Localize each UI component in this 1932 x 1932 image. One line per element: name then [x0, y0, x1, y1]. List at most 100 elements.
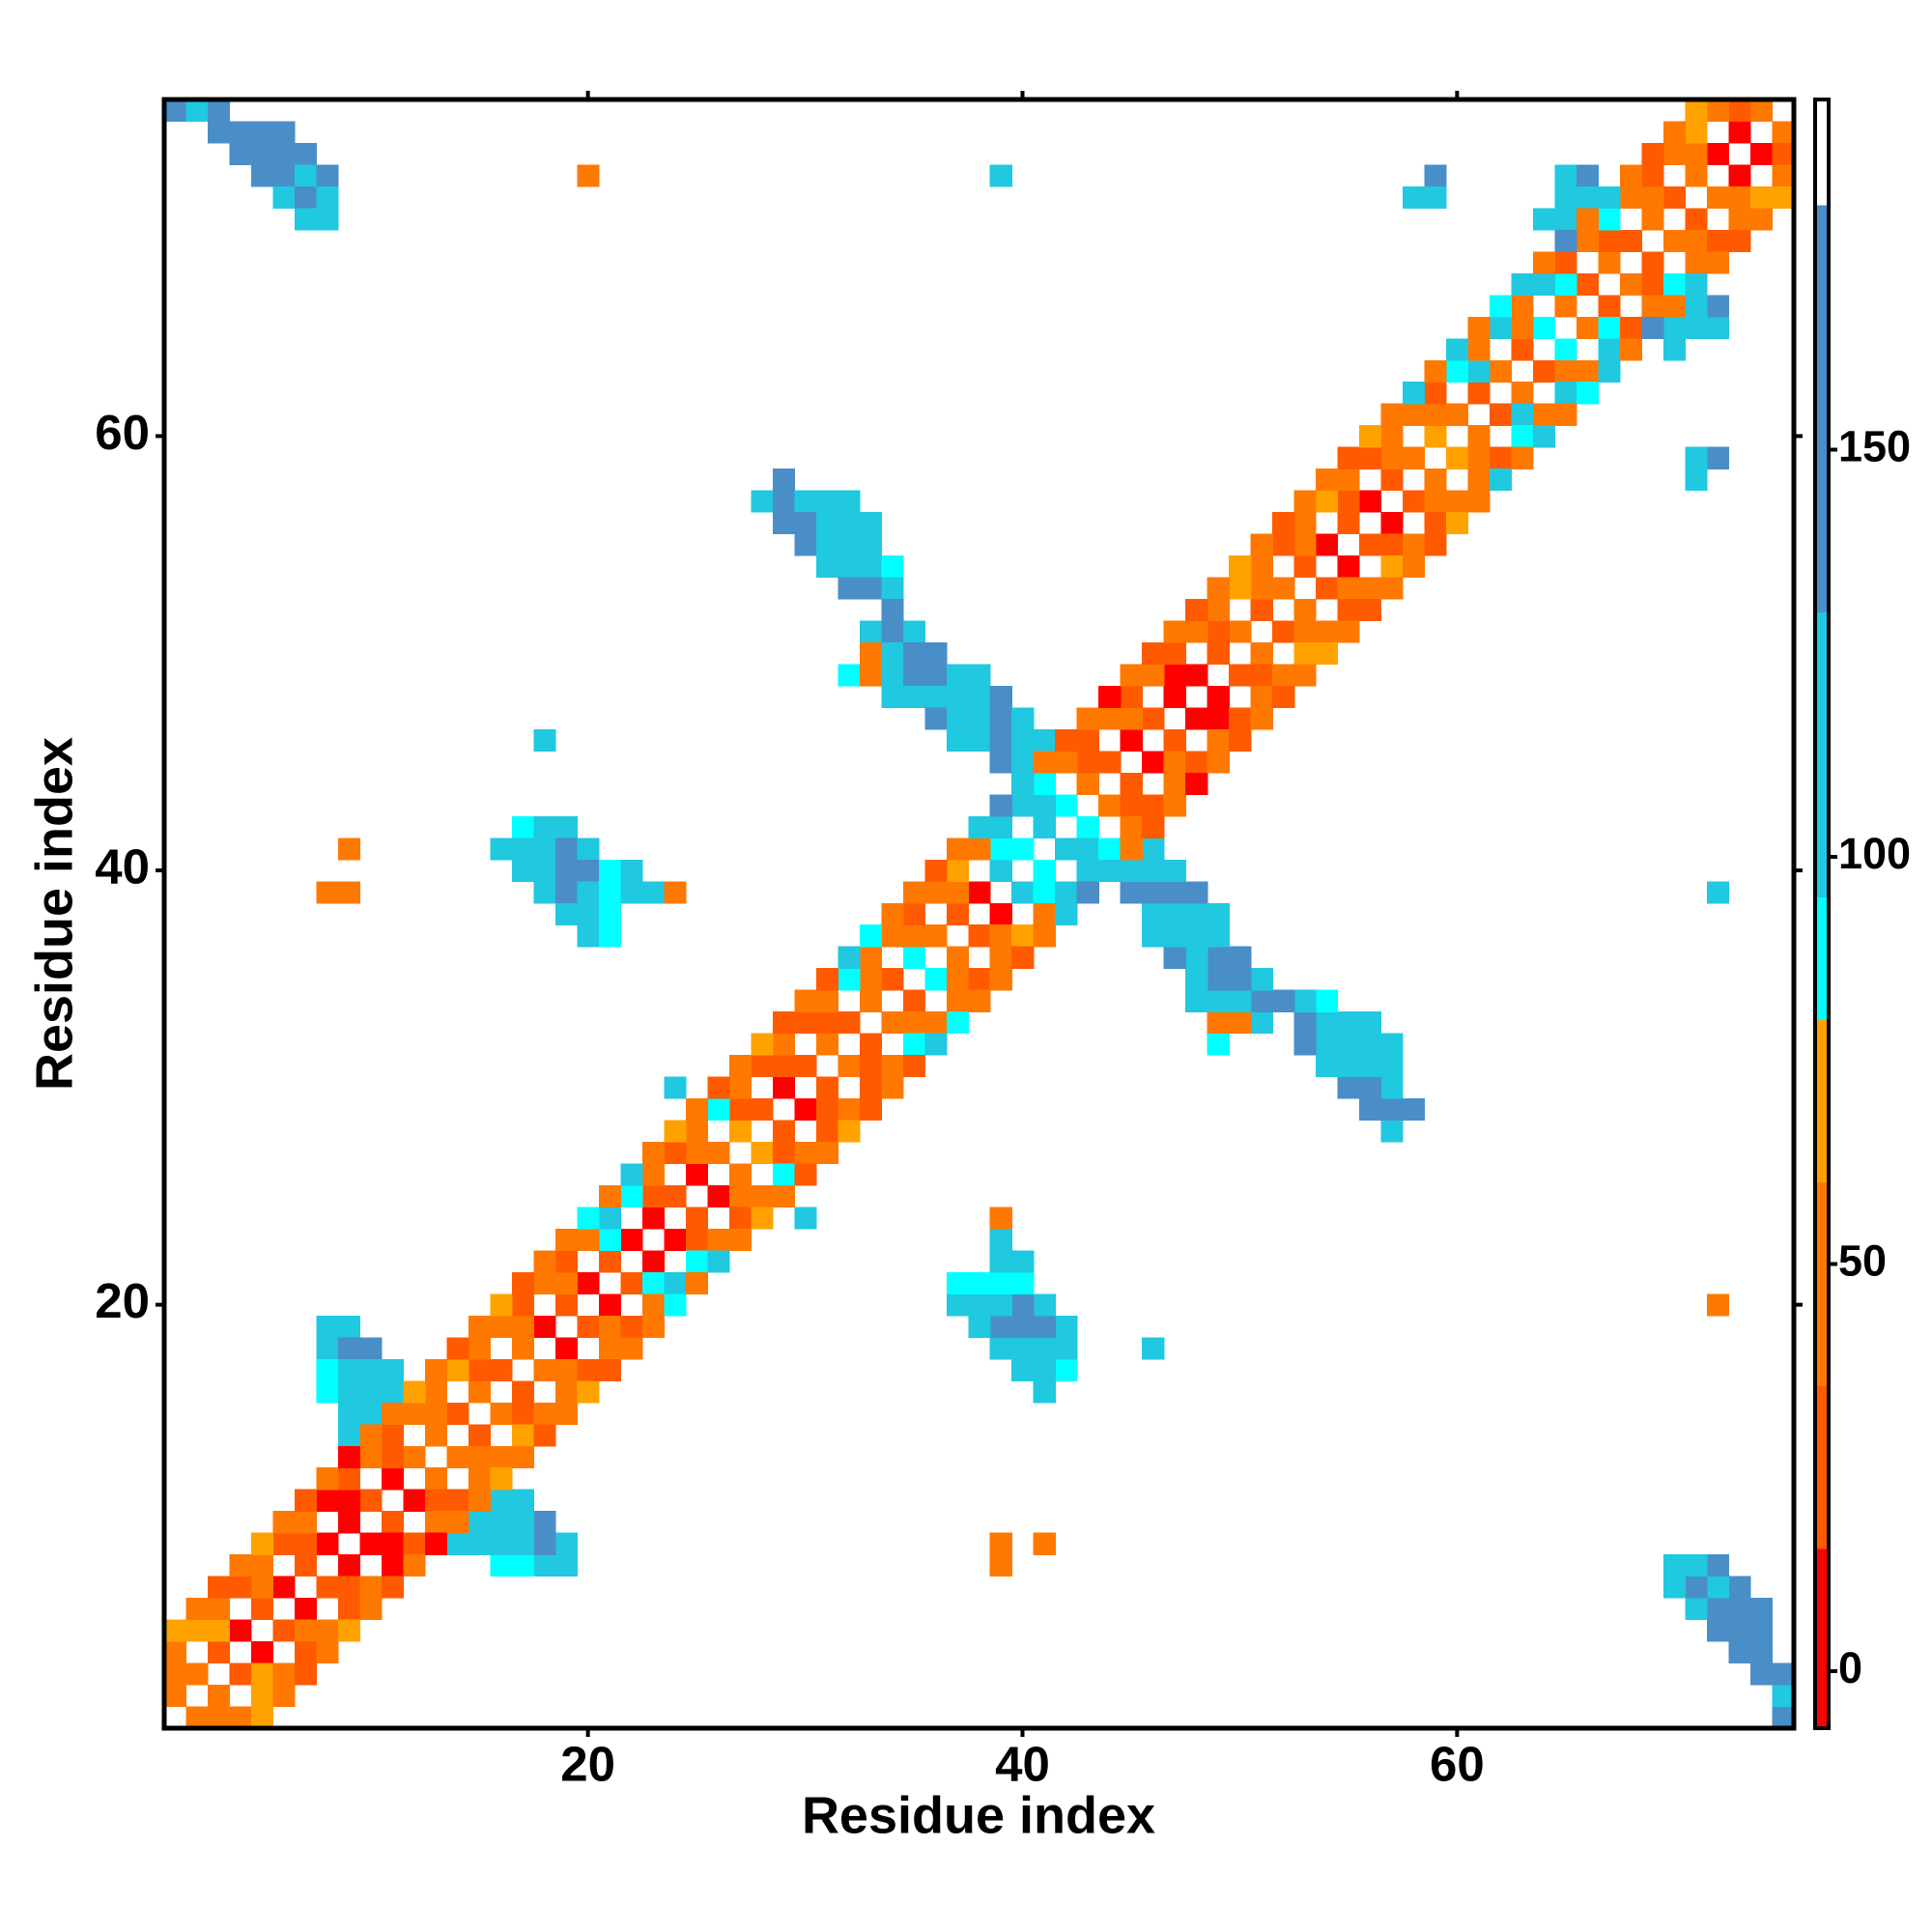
heatmap-cell — [511, 1554, 534, 1577]
heatmap-cell — [337, 881, 361, 904]
heatmap-cell — [794, 1207, 817, 1230]
heatmap-cell — [946, 968, 969, 991]
heatmap-cell — [207, 1576, 231, 1599]
heatmap-cell — [1337, 1033, 1360, 1056]
heatmap-cell — [989, 968, 1012, 991]
heatmap-cell — [1272, 664, 1295, 687]
heatmap-cell — [468, 1445, 491, 1468]
heatmap-cell — [337, 1424, 361, 1447]
heatmap-cell — [968, 685, 991, 709]
heatmap-cell — [1098, 794, 1122, 817]
heatmap-cell — [1359, 1076, 1382, 1099]
heatmap-cell — [185, 1706, 209, 1729]
heatmap-cell — [1641, 164, 1664, 187]
heatmap-cell — [794, 1142, 817, 1165]
heatmap-cell — [1641, 251, 1664, 274]
heatmap-cell — [1185, 599, 1208, 622]
heatmap-cell — [250, 1532, 274, 1555]
heatmap-cell — [1728, 208, 1751, 231]
heatmap-cell — [902, 664, 925, 687]
heatmap-cell — [1142, 902, 1165, 925]
heatmap-cell — [685, 1098, 708, 1122]
heatmap-cell — [1120, 815, 1143, 838]
heatmap-cell — [859, 620, 882, 643]
heatmap-cell — [1620, 164, 1643, 187]
heatmap-cell — [1011, 707, 1035, 730]
heatmap-cell — [554, 1532, 578, 1555]
heatmap-cell — [1707, 142, 1730, 166]
heatmap-cell — [337, 1358, 361, 1381]
heatmap-cell — [533, 1424, 556, 1447]
heatmap-cell — [185, 1619, 209, 1642]
heatmap-cell — [468, 1511, 491, 1534]
heatmap-cell — [1598, 316, 1621, 339]
heatmap-cell — [946, 664, 969, 687]
heatmap-cell — [446, 1358, 469, 1381]
heatmap-cell — [272, 1685, 296, 1708]
heatmap-cell — [1685, 295, 1708, 318]
heatmap-cell — [446, 1445, 469, 1468]
heatmap-cell — [272, 1619, 296, 1642]
heatmap-cell — [881, 577, 904, 600]
heatmap-cell — [968, 1271, 991, 1294]
heatmap-cell — [902, 1033, 925, 1056]
heatmap-cell — [794, 989, 817, 1012]
heatmap-cell — [511, 859, 534, 882]
heatmap-cell — [1033, 859, 1056, 882]
heatmap-cell — [1076, 838, 1099, 861]
heatmap-cell — [664, 1076, 687, 1099]
heatmap-cell — [881, 685, 904, 709]
heatmap-cell — [815, 1076, 838, 1099]
heatmap-cell — [598, 881, 621, 904]
heatmap-cell — [1750, 208, 1774, 231]
heatmap-cell — [946, 1011, 969, 1035]
heatmap-cell — [1142, 664, 1165, 687]
heatmap-cell — [1685, 272, 1708, 296]
heatmap-cell — [946, 728, 969, 752]
heatmap-cell — [164, 1641, 187, 1664]
heatmap-cell — [1337, 577, 1360, 600]
heatmap-cell — [511, 1337, 534, 1360]
heatmap-cell — [1185, 881, 1208, 904]
heatmap-cell — [185, 1598, 209, 1621]
heatmap-cell — [403, 1380, 426, 1404]
x-tick-label: 20 — [560, 1736, 615, 1791]
heatmap-cell — [1011, 1358, 1035, 1381]
heatmap-cell — [554, 838, 578, 861]
heatmap-cell — [1337, 490, 1360, 513]
heatmap-cell — [1380, 555, 1404, 579]
heatmap-cell — [337, 1337, 361, 1360]
heatmap-cell — [1707, 316, 1730, 339]
colorbar-segment — [1815, 205, 1829, 613]
heatmap-cell — [1055, 1358, 1078, 1381]
heatmap-cell — [664, 881, 687, 904]
heatmap-cell — [1293, 490, 1317, 513]
heatmap-cell — [424, 1489, 448, 1512]
heatmap-cell — [989, 859, 1012, 882]
heatmap-cell — [1316, 533, 1339, 556]
colorbar-tick-label: 0 — [1838, 1643, 1862, 1692]
heatmap-cell — [359, 1402, 383, 1425]
heatmap-cell — [1490, 403, 1513, 426]
heatmap-cell — [1250, 555, 1273, 579]
heatmap-cell — [598, 1207, 621, 1230]
heatmap-cell — [511, 1293, 534, 1317]
heatmap-cell — [1011, 1337, 1035, 1360]
heatmap-cell — [1033, 1358, 1056, 1381]
heatmap-cell — [316, 881, 339, 904]
heatmap-cell — [1033, 1293, 1056, 1317]
heatmap-cell — [707, 1098, 730, 1122]
heatmap-cell — [1207, 1033, 1230, 1056]
heatmap-cell — [272, 1511, 296, 1534]
heatmap-cell — [924, 881, 948, 904]
heatmap-cell — [924, 924, 948, 948]
heatmap-cell — [1142, 642, 1165, 666]
heatmap-cell — [1076, 772, 1099, 795]
heatmap-cell — [1272, 512, 1295, 535]
heatmap-cell — [881, 968, 904, 991]
heatmap-cell — [902, 902, 925, 925]
heatmap-cell — [1403, 555, 1426, 579]
heatmap-cell — [1033, 815, 1056, 838]
heatmap-cell — [772, 512, 795, 535]
heatmap-cell — [620, 1315, 643, 1338]
